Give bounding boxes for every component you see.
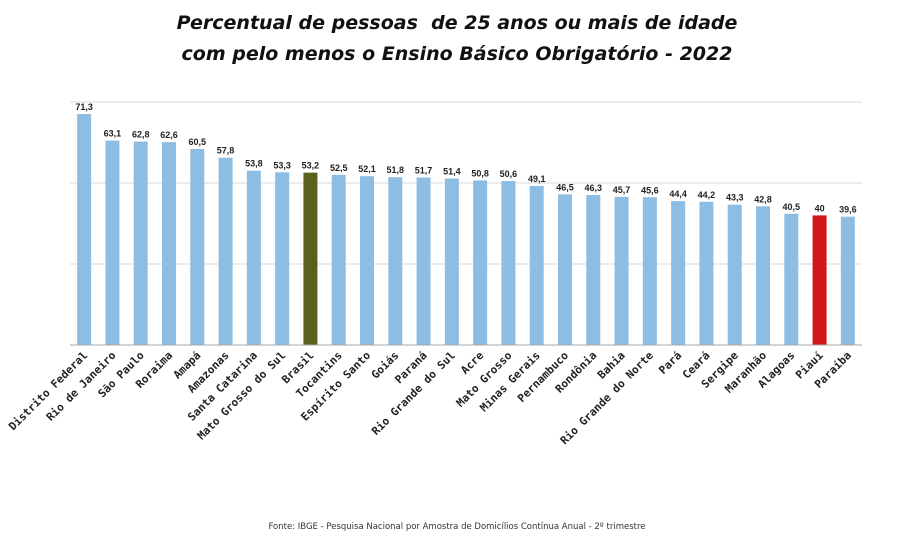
bar-18 <box>586 194 601 345</box>
value-label-10: 52,1 <box>358 164 376 174</box>
bar-4 <box>190 148 205 345</box>
bar-2 <box>133 141 148 345</box>
value-label-22: 44,2 <box>698 190 716 200</box>
bar-10 <box>360 176 374 345</box>
value-label-25: 40,5 <box>783 202 801 212</box>
value-label-20: 45,6 <box>641 185 659 195</box>
value-label-13: 51,4 <box>443 166 461 176</box>
bar-23 <box>727 204 742 345</box>
bar-26 <box>812 215 827 345</box>
value-label-4: 60,5 <box>189 137 207 147</box>
bar-17 <box>558 194 572 345</box>
value-label-19: 45,7 <box>613 185 631 195</box>
bar-25 <box>784 213 799 345</box>
value-label-23: 43,3 <box>726 193 744 203</box>
value-label-7: 53,3 <box>273 160 291 170</box>
value-label-12: 51,7 <box>415 165 433 175</box>
bar-24 <box>756 206 770 345</box>
bar-11 <box>388 177 403 345</box>
value-label-27: 39,6 <box>839 205 857 215</box>
bar-14 <box>473 180 488 345</box>
value-label-14: 50,8 <box>471 168 489 178</box>
bar-16 <box>529 185 544 345</box>
value-label-1: 63,1 <box>104 129 122 139</box>
bar-12 <box>416 177 431 345</box>
bar-7 <box>275 172 290 345</box>
value-label-16: 49,1 <box>528 174 546 184</box>
bar-1 <box>105 140 120 345</box>
bar-8 <box>303 172 318 345</box>
bar-0 <box>77 113 92 345</box>
bar-27 <box>840 216 855 345</box>
value-label-3: 62,6 <box>160 130 178 140</box>
bar-3 <box>162 142 176 345</box>
chart-title-line-1: Percentual de pessoas de 25 anos ou mais… <box>176 12 738 34</box>
bar-15 <box>501 181 516 345</box>
value-label-6: 53,8 <box>245 159 263 169</box>
bar-20 <box>642 197 657 345</box>
bar-21 <box>671 201 686 345</box>
value-label-15: 50,6 <box>500 169 518 179</box>
bar-5 <box>218 157 233 345</box>
source-note: Fonte: IBGE - Pesquisa Nacional por Amos… <box>268 522 646 532</box>
value-label-11: 51,8 <box>387 165 405 175</box>
value-label-24: 42,8 <box>754 194 772 204</box>
bar-19 <box>614 196 629 345</box>
value-label-18: 46,3 <box>585 183 603 193</box>
bar-6 <box>246 170 261 345</box>
value-label-21: 44,4 <box>669 189 687 199</box>
chart-title-line-2: com pelo menos o Ensino Básico Obrigatór… <box>181 43 733 65</box>
chart-title: Percentual de pessoas de 25 anos ou mais… <box>0 8 914 70</box>
value-label-9: 52,5 <box>330 163 348 173</box>
value-label-17: 46,5 <box>556 182 574 192</box>
value-label-5: 57,8 <box>217 146 235 156</box>
bar-9 <box>331 174 346 345</box>
value-label-26: 40 <box>815 203 825 213</box>
value-label-8: 53,2 <box>302 161 320 171</box>
value-label-0: 71,3 <box>75 102 93 112</box>
bar-22 <box>699 201 714 345</box>
bar-13 <box>444 178 459 345</box>
value-label-2: 62,8 <box>132 130 150 140</box>
